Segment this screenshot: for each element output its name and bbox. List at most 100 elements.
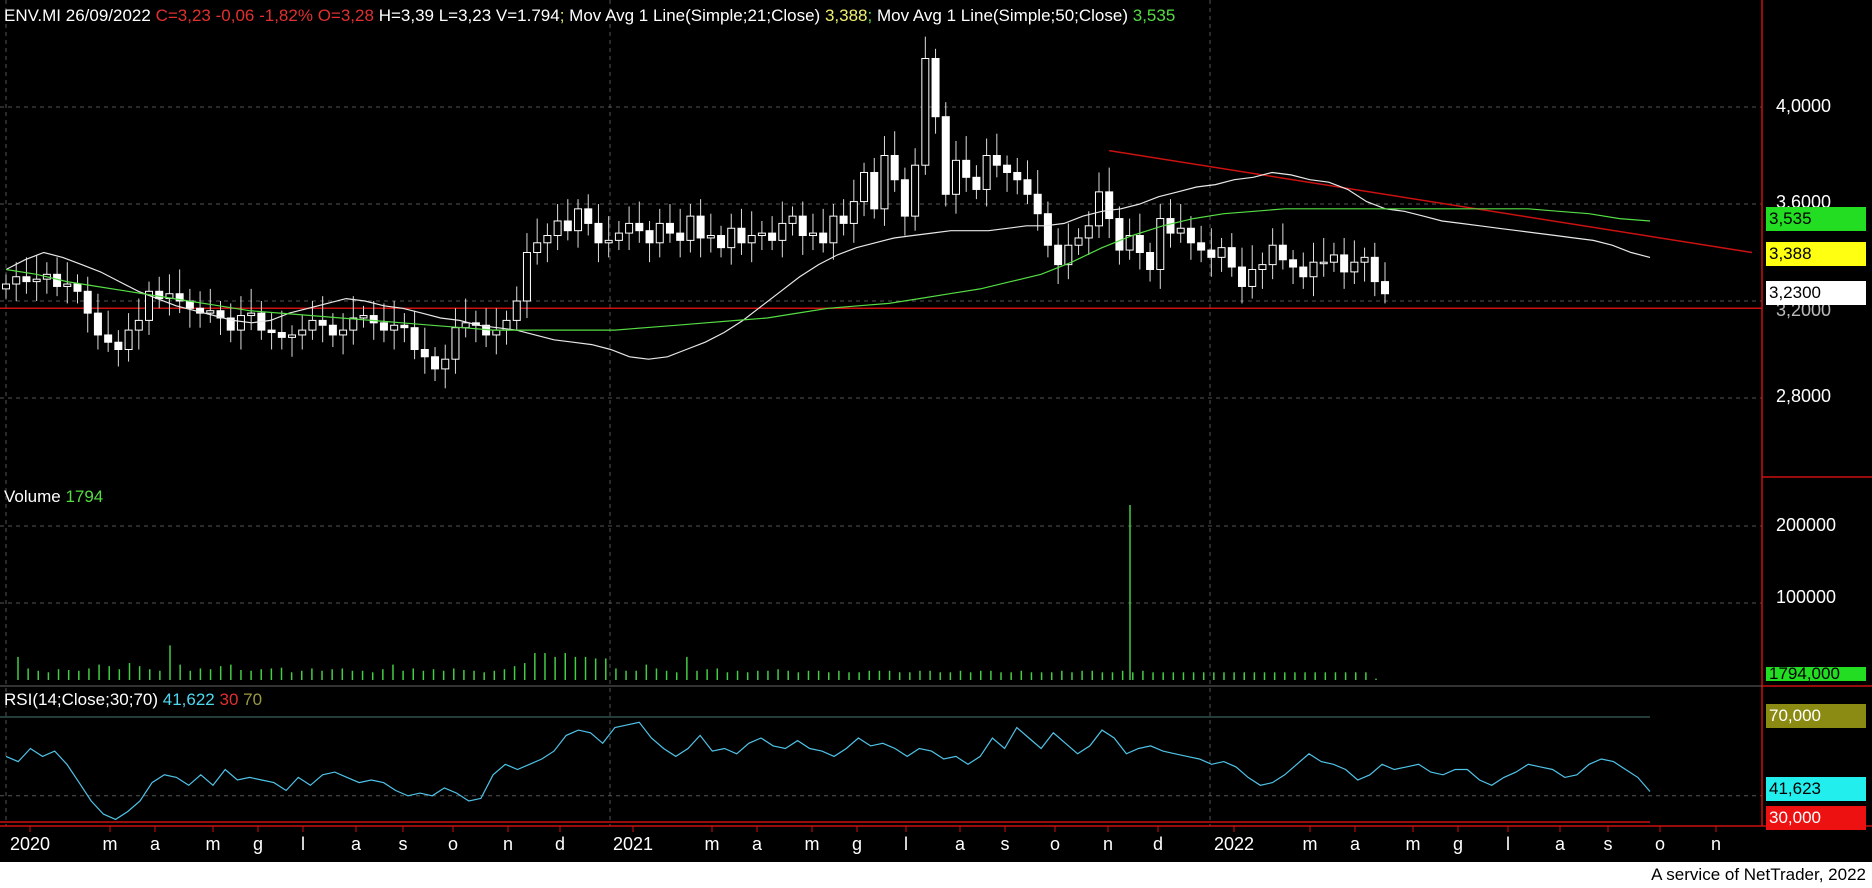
candle-body (747, 235, 756, 244)
time-axis-label: a (1554, 834, 1566, 854)
candle-body (819, 232, 828, 244)
candle-body (1381, 281, 1389, 295)
candle-body (1370, 256, 1379, 283)
footer-text: A service of NetTrader, 2022 (1651, 865, 1866, 884)
candle-body (1176, 227, 1185, 234)
candle-body (1207, 249, 1216, 258)
time-axis-label: g (851, 834, 863, 854)
ma21-legend: Mov Avg 1 Line(Simple;21;Close) (569, 6, 821, 25)
candle-body (1340, 254, 1349, 273)
candle-body (1146, 252, 1155, 270)
time-axis-label: m (102, 834, 118, 854)
candle-body (860, 171, 869, 203)
candle-body (1135, 235, 1144, 253)
candle-body (880, 155, 889, 210)
candle-body (808, 232, 817, 237)
candle-body (1268, 244, 1277, 266)
time-axis-label: a (1349, 834, 1361, 854)
candle-body (124, 329, 133, 351)
candle-body (686, 215, 695, 241)
candle-body (594, 222, 603, 244)
time-axis-label: n (1710, 834, 1722, 854)
candle-body (328, 324, 337, 336)
candle-body (1084, 225, 1093, 239)
candle-body (1289, 259, 1298, 268)
candle-body (625, 222, 634, 234)
candle-body (420, 349, 429, 358)
candle-body (1360, 256, 1369, 263)
rsi-value-badge: 41,623 (1766, 777, 1866, 801)
time-axis-label: a (954, 834, 966, 854)
ma21-value: 3,388 (824, 6, 868, 25)
candle-body (757, 232, 766, 237)
candle-body (441, 358, 450, 370)
candle-body (461, 322, 470, 329)
grid-lines (0, 0, 1762, 826)
candle-body (1319, 261, 1328, 265)
time-axis-label: n (502, 834, 514, 854)
time-axis-label: m (1302, 834, 1318, 854)
ma50-legend: Mov Avg 1 Line(Simple;50;Close) (876, 6, 1129, 25)
candle-body (911, 164, 920, 217)
candle-body (1013, 171, 1022, 181)
candle-body (1125, 235, 1134, 251)
open-label: O=3,28 (317, 6, 374, 25)
candle-body (226, 317, 235, 331)
candle-body (1278, 244, 1287, 261)
time-axis-label: l (1506, 834, 1510, 854)
candle-body (298, 329, 307, 336)
volume-tick-100000: 100000 (1776, 587, 1837, 607)
rsi-high-level: 70 (243, 690, 263, 709)
candle-body (1094, 191, 1103, 227)
candle-body (778, 222, 787, 241)
candle-body (962, 159, 971, 178)
candle-body (1227, 247, 1236, 268)
candle-body (676, 232, 685, 241)
candle-body (553, 220, 562, 237)
candle-body (839, 215, 848, 224)
candle-body (492, 329, 501, 336)
volume-panel (17, 505, 1377, 680)
candle-body (900, 179, 909, 217)
price-tick-3200: 3,2000 (1776, 300, 1832, 320)
candle-body (1309, 261, 1318, 278)
candle-body (921, 58, 930, 166)
trendline (1109, 149, 1753, 254)
last-price-badge: 3,2300 (1766, 281, 1866, 305)
candle-body (1054, 244, 1063, 266)
candle-body (12, 276, 21, 285)
change-pct-label: -1,82% (259, 6, 313, 25)
candle-body (216, 310, 225, 319)
footer: A service of NetTrader, 2022 (0, 862, 1872, 888)
chart-header: ENV.MI 26/09/2022 C=3,23 -0,06 -1,82% O=… (4, 6, 1175, 26)
candle-body (849, 201, 858, 224)
candle-body (635, 222, 644, 232)
candle-body (104, 334, 113, 343)
candle-body (1237, 266, 1246, 287)
candle-body (22, 276, 31, 283)
time-axis-label: 2021 (612, 834, 654, 854)
separator: ; (867, 6, 873, 25)
time-axis-label: g (1452, 834, 1464, 854)
candle-body (267, 329, 276, 334)
candle-body (1217, 247, 1226, 258)
candle-body (369, 315, 378, 324)
candle-body (63, 283, 72, 287)
time-axis-label: l (904, 834, 908, 854)
rsi-panel (0, 716, 1651, 823)
candle-body (829, 215, 838, 244)
rsi-low-badge: 30,000 (1766, 806, 1866, 830)
volume-title: Volume (4, 487, 61, 506)
rsi-low-level: 30 (219, 690, 239, 709)
candle-body (134, 319, 143, 331)
candle-body (1248, 268, 1257, 287)
time-axis-label: m (1405, 834, 1421, 854)
candle-body (1033, 193, 1042, 215)
ma21-badge: 3,388 (1766, 242, 1866, 266)
ma21-line (5, 171, 1651, 360)
candle-body (1197, 242, 1206, 251)
candle-body (982, 155, 991, 190)
panel-frame (0, 0, 1872, 832)
time-axis-label: g (252, 834, 264, 854)
